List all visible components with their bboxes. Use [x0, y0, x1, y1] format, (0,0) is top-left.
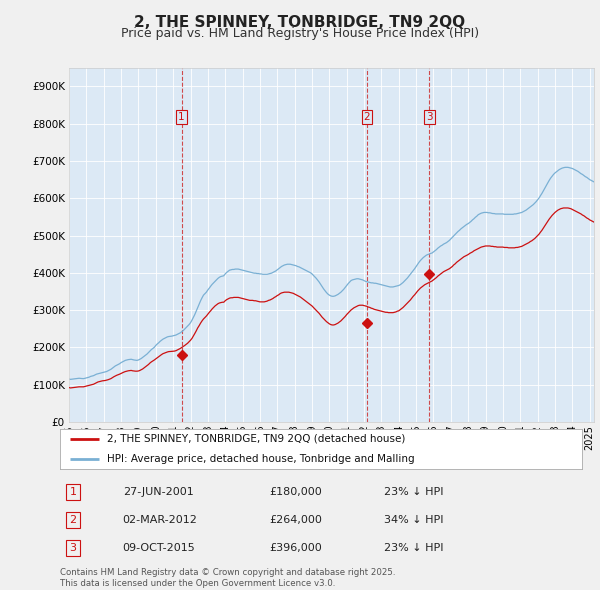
Text: 23% ↓ HPI: 23% ↓ HPI [383, 543, 443, 553]
Text: 02-MAR-2012: 02-MAR-2012 [122, 515, 197, 525]
Text: 1: 1 [178, 113, 185, 122]
Text: HPI: Average price, detached house, Tonbridge and Malling: HPI: Average price, detached house, Tonb… [107, 454, 415, 464]
Text: 2, THE SPINNEY, TONBRIDGE, TN9 2QQ (detached house): 2, THE SPINNEY, TONBRIDGE, TN9 2QQ (deta… [107, 434, 406, 444]
Text: £180,000: £180,000 [269, 487, 322, 497]
Text: 3: 3 [426, 113, 433, 122]
Text: 09-OCT-2015: 09-OCT-2015 [122, 543, 196, 553]
Text: 2, THE SPINNEY, TONBRIDGE, TN9 2QQ: 2, THE SPINNEY, TONBRIDGE, TN9 2QQ [134, 15, 466, 30]
Text: 1: 1 [70, 487, 77, 497]
Text: 34% ↓ HPI: 34% ↓ HPI [383, 515, 443, 525]
Text: 3: 3 [70, 543, 77, 553]
Text: Contains HM Land Registry data © Crown copyright and database right 2025.
This d: Contains HM Land Registry data © Crown c… [60, 568, 395, 588]
Text: £264,000: £264,000 [269, 515, 322, 525]
Text: 27-JUN-2001: 27-JUN-2001 [122, 487, 193, 497]
Text: £396,000: £396,000 [269, 543, 322, 553]
Text: Price paid vs. HM Land Registry's House Price Index (HPI): Price paid vs. HM Land Registry's House … [121, 27, 479, 40]
Text: 2: 2 [70, 515, 77, 525]
Text: 23% ↓ HPI: 23% ↓ HPI [383, 487, 443, 497]
Text: 2: 2 [364, 113, 370, 122]
